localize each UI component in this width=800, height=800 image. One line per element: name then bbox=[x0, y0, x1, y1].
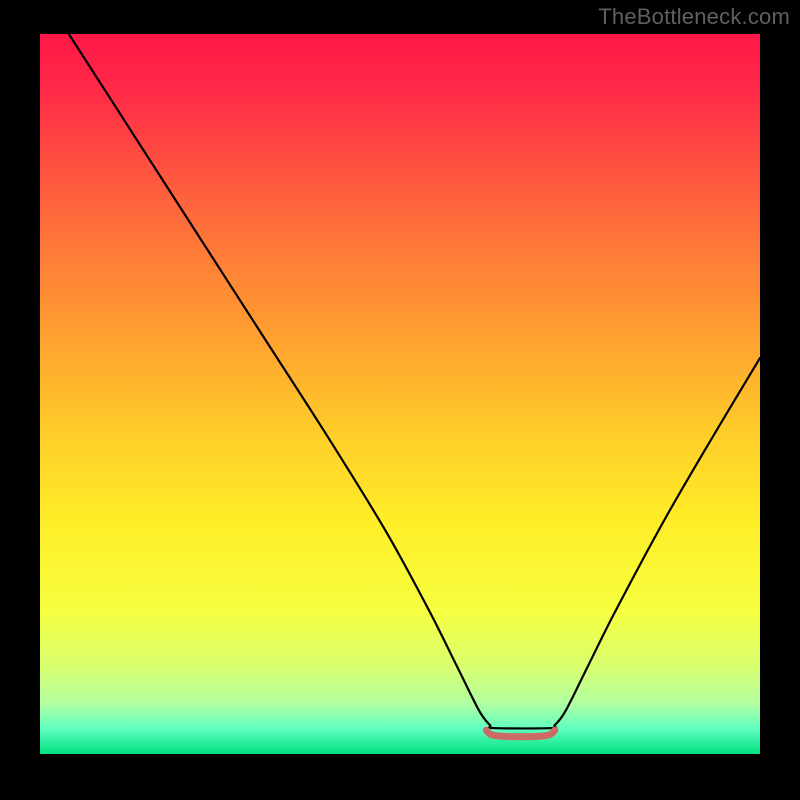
attribution-text: TheBottleneck.com bbox=[598, 4, 790, 30]
chart-curves-svg bbox=[40, 34, 760, 754]
optimal-range-highlight bbox=[486, 730, 554, 736]
main-curve bbox=[69, 34, 760, 728]
chart-plot-area bbox=[40, 34, 760, 754]
